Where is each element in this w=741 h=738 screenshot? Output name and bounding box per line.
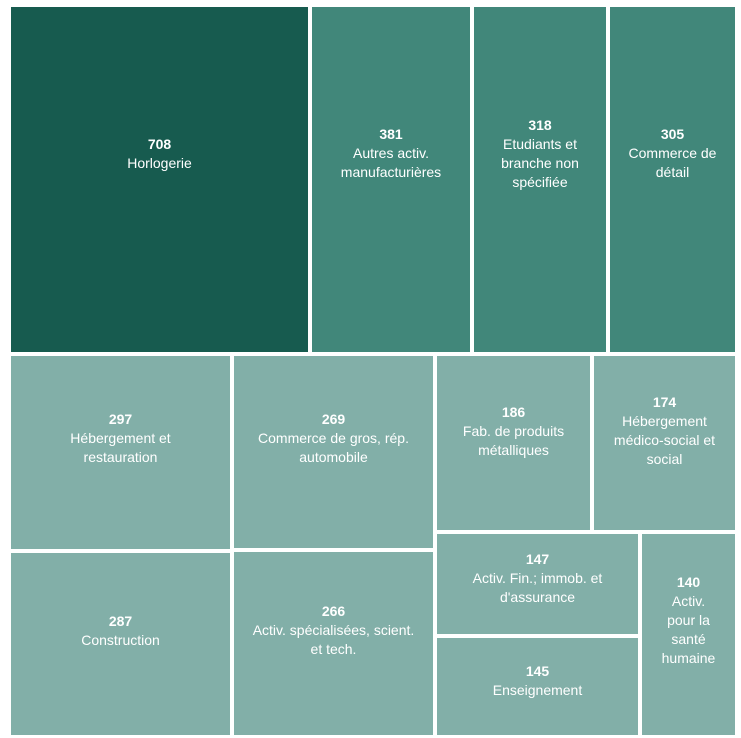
treemap-cell-label: Activ. Fin.; immob. et d'assurance — [472, 570, 603, 605]
treemap-cell: 147 Activ. Fin.; immob. et d'assurance — [435, 532, 640, 636]
treemap-cell-text: 381 Autres activ. manufacturières — [312, 125, 470, 182]
treemap-cell-text: 174 Hébergement médico-social et social — [594, 393, 735, 469]
treemap-cell-text: 186 Fab. de produits métalliques — [437, 403, 590, 460]
treemap-cell: 318 Etudiants et branche non spécifiée — [472, 5, 608, 354]
treemap-cell-value: 708 — [147, 136, 172, 152]
treemap-cell-value: 266 — [321, 603, 346, 619]
treemap-cell-label: Autres activ. manufacturières — [340, 145, 442, 180]
treemap-cell-value: 287 — [108, 613, 133, 629]
treemap-cell-label: Hébergement médico-social et social — [613, 413, 716, 467]
treemap-cell-label: Enseignement — [492, 682, 583, 698]
treemap-cell-value: 305 — [660, 126, 685, 142]
treemap-cell-label: Activ. pour la santé humaine — [661, 593, 716, 666]
treemap-cell-value: 140 — [676, 574, 701, 590]
treemap-cell-value: 269 — [321, 411, 346, 427]
treemap-cell-label: Etudiants et branche non spécifiée — [501, 136, 579, 190]
treemap-cell-label: Hébergement et restauration — [70, 430, 171, 465]
treemap-cell-value: 186 — [501, 404, 526, 420]
treemap-cell: 186 Fab. de produits métalliques — [435, 354, 592, 532]
treemap-cell: 174 Hébergement médico-social et social — [592, 354, 737, 532]
treemap-cell: 381 Autres activ. manufacturières — [310, 5, 472, 354]
treemap-cell: 145 Enseignement — [435, 636, 640, 737]
treemap-cell-text: 305 Commerce de détail — [610, 125, 735, 182]
treemap-cell: 287 Construction — [9, 551, 232, 737]
treemap-cell-value: 147 — [525, 551, 550, 567]
treemap-cell-text: 297 Hébergement et restauration — [11, 410, 230, 467]
treemap-cell-text: 318 Etudiants et branche non spécifiée — [474, 116, 606, 192]
treemap-cell-text: 140 Activ. pour la santé humaine — [642, 573, 735, 668]
treemap-cell: 305 Commerce de détail — [608, 5, 737, 354]
treemap-cell: 297 Hébergement et restauration — [9, 354, 232, 551]
treemap-cell-text: 269 Commerce de gros, rép. automobile — [234, 410, 433, 467]
treemap-cell-value: 381 — [379, 126, 403, 142]
treemap-cell: 140 Activ. pour la santé humaine — [640, 532, 737, 737]
treemap-cell-value: 174 — [652, 394, 677, 410]
treemap-cell-label: Activ. spécialisées, scient. et tech. — [252, 622, 415, 657]
treemap-cell-label: Fab. de produits métalliques — [462, 423, 565, 458]
treemap-cell-text: 287 Construction — [11, 612, 230, 650]
treemap-cell-label: Horlogerie — [127, 155, 192, 171]
treemap-cell-text: 266 Activ. spécialisées, scient. et tech. — [234, 602, 433, 659]
treemap-cell-label: Commerce de détail — [628, 145, 717, 180]
treemap-cell-text: 145 Enseignement — [437, 662, 638, 700]
treemap-cell-value: 318 — [528, 117, 552, 133]
treemap-cell-label: Construction — [81, 632, 160, 648]
treemap-cell: 269 Commerce de gros, rép. automobile — [232, 354, 435, 550]
treemap-cell-label: Commerce de gros, rép. automobile — [258, 430, 409, 465]
treemap-cell-text: 147 Activ. Fin.; immob. et d'assurance — [437, 550, 638, 607]
treemap-cell: 708 Horlogerie — [9, 5, 310, 354]
treemap-cell-value: 297 — [108, 411, 133, 427]
treemap-cell-text: 708 Horlogerie — [11, 135, 308, 173]
treemap-cell-value: 145 — [525, 663, 550, 679]
treemap-cell: 266 Activ. spécialisées, scient. et tech. — [232, 550, 435, 737]
